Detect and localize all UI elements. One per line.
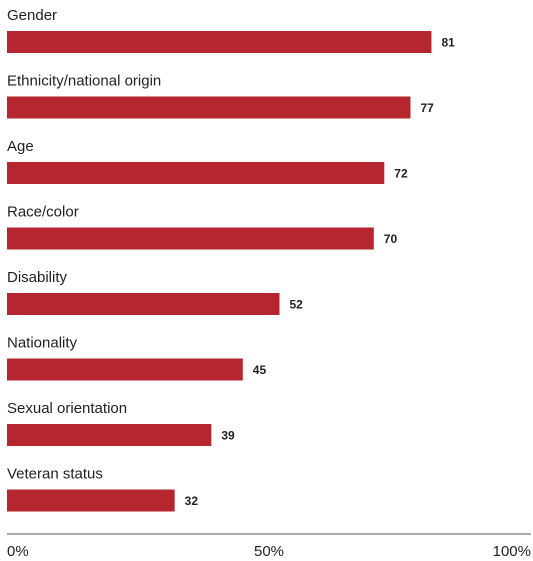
bar (7, 293, 280, 315)
bar (7, 424, 212, 446)
value-label: 52 (289, 298, 303, 312)
value-label: 81 (441, 36, 455, 50)
value-label: 72 (394, 167, 408, 181)
bars-layer: Gender 81 Ethnicity/national origin 77 Age 72… (7, 7, 455, 512)
category-label: Sexual orientation (7, 400, 127, 417)
bar (7, 489, 175, 512)
category-label: Age (7, 138, 34, 155)
bar (7, 358, 243, 381)
value-label: 70 (384, 232, 398, 246)
category-label: Race/color (7, 204, 79, 221)
x-tick-label: 100% (493, 543, 531, 560)
bar (7, 162, 385, 184)
bar (7, 31, 432, 53)
category-label: Disability (7, 269, 68, 286)
category-label: Gender (7, 7, 57, 24)
value-label: 45 (253, 363, 267, 377)
value-label: 32 (185, 494, 199, 508)
bar (7, 227, 374, 250)
x-tick-label: 50% (254, 543, 284, 560)
category-label: Ethnicity/national origin (7, 73, 161, 90)
category-label: Nationality (7, 335, 78, 352)
value-label: 77 (420, 101, 434, 115)
category-label: Veteran status (7, 466, 103, 483)
x-tick-label: 0% (7, 543, 29, 560)
bar (7, 96, 411, 119)
x-ticks-layer: 0% 50% 100% (7, 543, 531, 560)
value-label: 39 (221, 429, 235, 443)
